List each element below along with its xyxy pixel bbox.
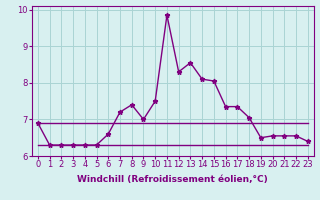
X-axis label: Windchill (Refroidissement éolien,°C): Windchill (Refroidissement éolien,°C): [77, 175, 268, 184]
